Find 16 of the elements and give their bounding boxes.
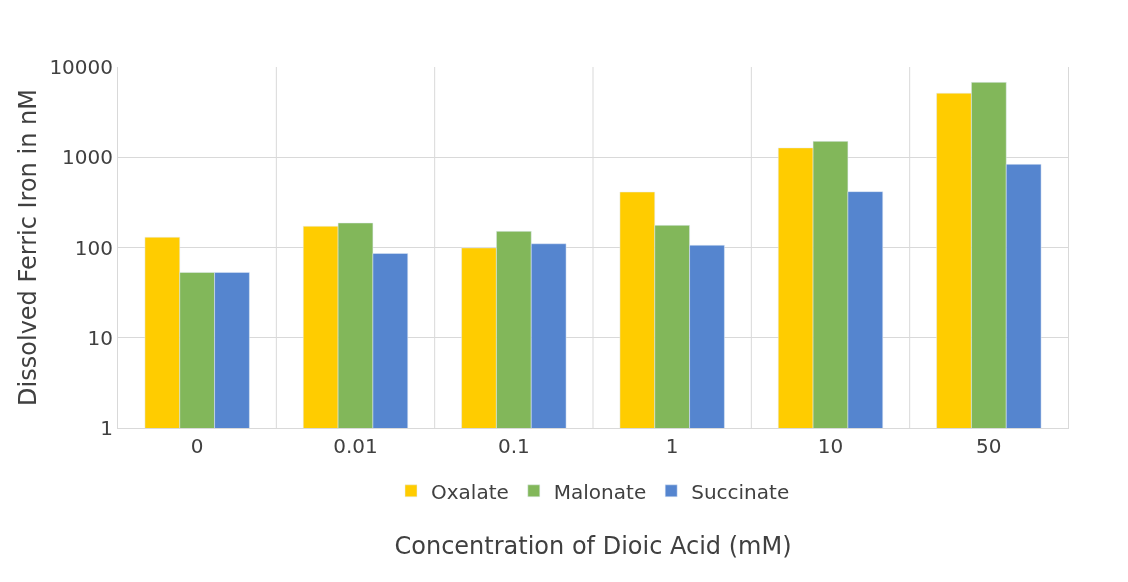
y-tick-label: 10000 [49, 55, 113, 79]
x-tick-label: 1 [665, 434, 679, 458]
x-tick-label: 0 [190, 434, 204, 458]
y-tick-label: 10 [87, 325, 113, 350]
x-tick-label: 50 [976, 434, 1002, 458]
x-tick-label: 10 [817, 434, 844, 458]
x-tick-label: 0.1 [497, 434, 530, 458]
y-tick-label: 100 [74, 235, 113, 260]
legend-label: Malonate [553, 479, 647, 504]
x-tick-label: 0.01 [333, 434, 378, 458]
y-tick-label: 1000 [62, 145, 113, 170]
legend-label: Oxalate [431, 479, 509, 504]
y-tick-label: 1 [100, 416, 113, 440]
legend-label: Succinate [691, 479, 790, 504]
x-axis-title: Concentration of Dioic Acid (mM) [394, 532, 792, 561]
y-axis-title: Dissolved Ferric Iron in nM [14, 89, 43, 406]
